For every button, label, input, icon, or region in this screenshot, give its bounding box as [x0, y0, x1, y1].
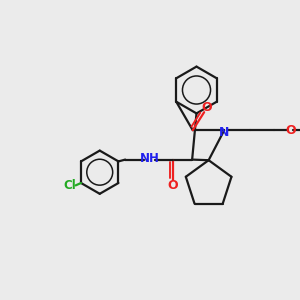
- Text: O: O: [201, 101, 212, 114]
- Text: O: O: [167, 179, 178, 192]
- Text: N: N: [219, 125, 230, 139]
- Text: NH: NH: [140, 152, 160, 165]
- Text: O: O: [285, 124, 296, 137]
- Text: Cl: Cl: [63, 179, 76, 192]
